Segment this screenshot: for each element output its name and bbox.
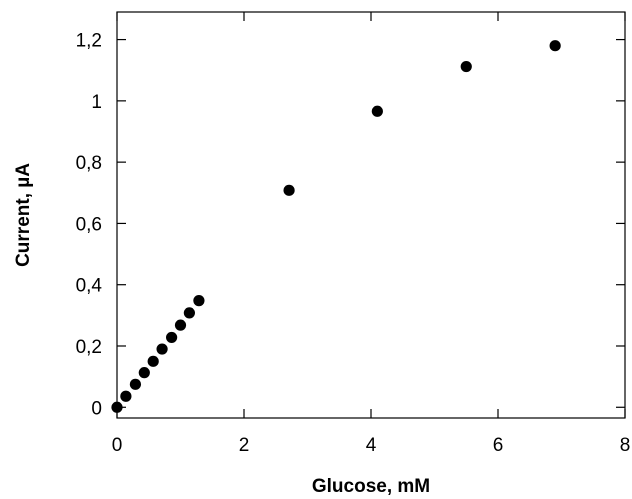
x-tick-label: 6 (493, 435, 504, 456)
y-tick-label: 0,4 (76, 276, 103, 297)
data-point (129, 378, 142, 390)
y-tick-label: 1 (91, 92, 102, 113)
x-tick-label: 4 (366, 435, 377, 456)
data-point (371, 105, 383, 117)
data-points (111, 40, 561, 413)
data-point (193, 295, 205, 307)
data-point (138, 367, 150, 379)
x-tick-label: 0 (112, 435, 123, 456)
data-point (111, 401, 123, 413)
y-axis-title: Current, µA (13, 163, 34, 267)
data-point (174, 319, 187, 331)
x-tick-label: 2 (239, 435, 250, 456)
y-tick-label: 0,2 (76, 337, 102, 358)
plot-frame (116, 11, 626, 419)
data-point (166, 331, 178, 344)
data-point (460, 60, 472, 73)
y-axis: 0 0,2 0,4 0,6 0,8 1 1,2 (76, 31, 625, 419)
y-tick-label: 0,8 (76, 153, 102, 174)
y-tick-label: 0,6 (76, 214, 102, 235)
y-tick-label: 1,2 (76, 31, 102, 52)
data-point (120, 390, 132, 402)
y-tick-label: 0 (91, 398, 102, 419)
x-axis-title: Glucose, mM (312, 476, 430, 497)
x-tick-label: 8 (620, 435, 631, 456)
data-point (283, 184, 295, 196)
data-point (183, 307, 195, 319)
data-point (147, 355, 159, 367)
x-axis: 0 2 4 6 8 (112, 12, 631, 456)
data-point (156, 343, 168, 355)
data-point (549, 40, 561, 52)
